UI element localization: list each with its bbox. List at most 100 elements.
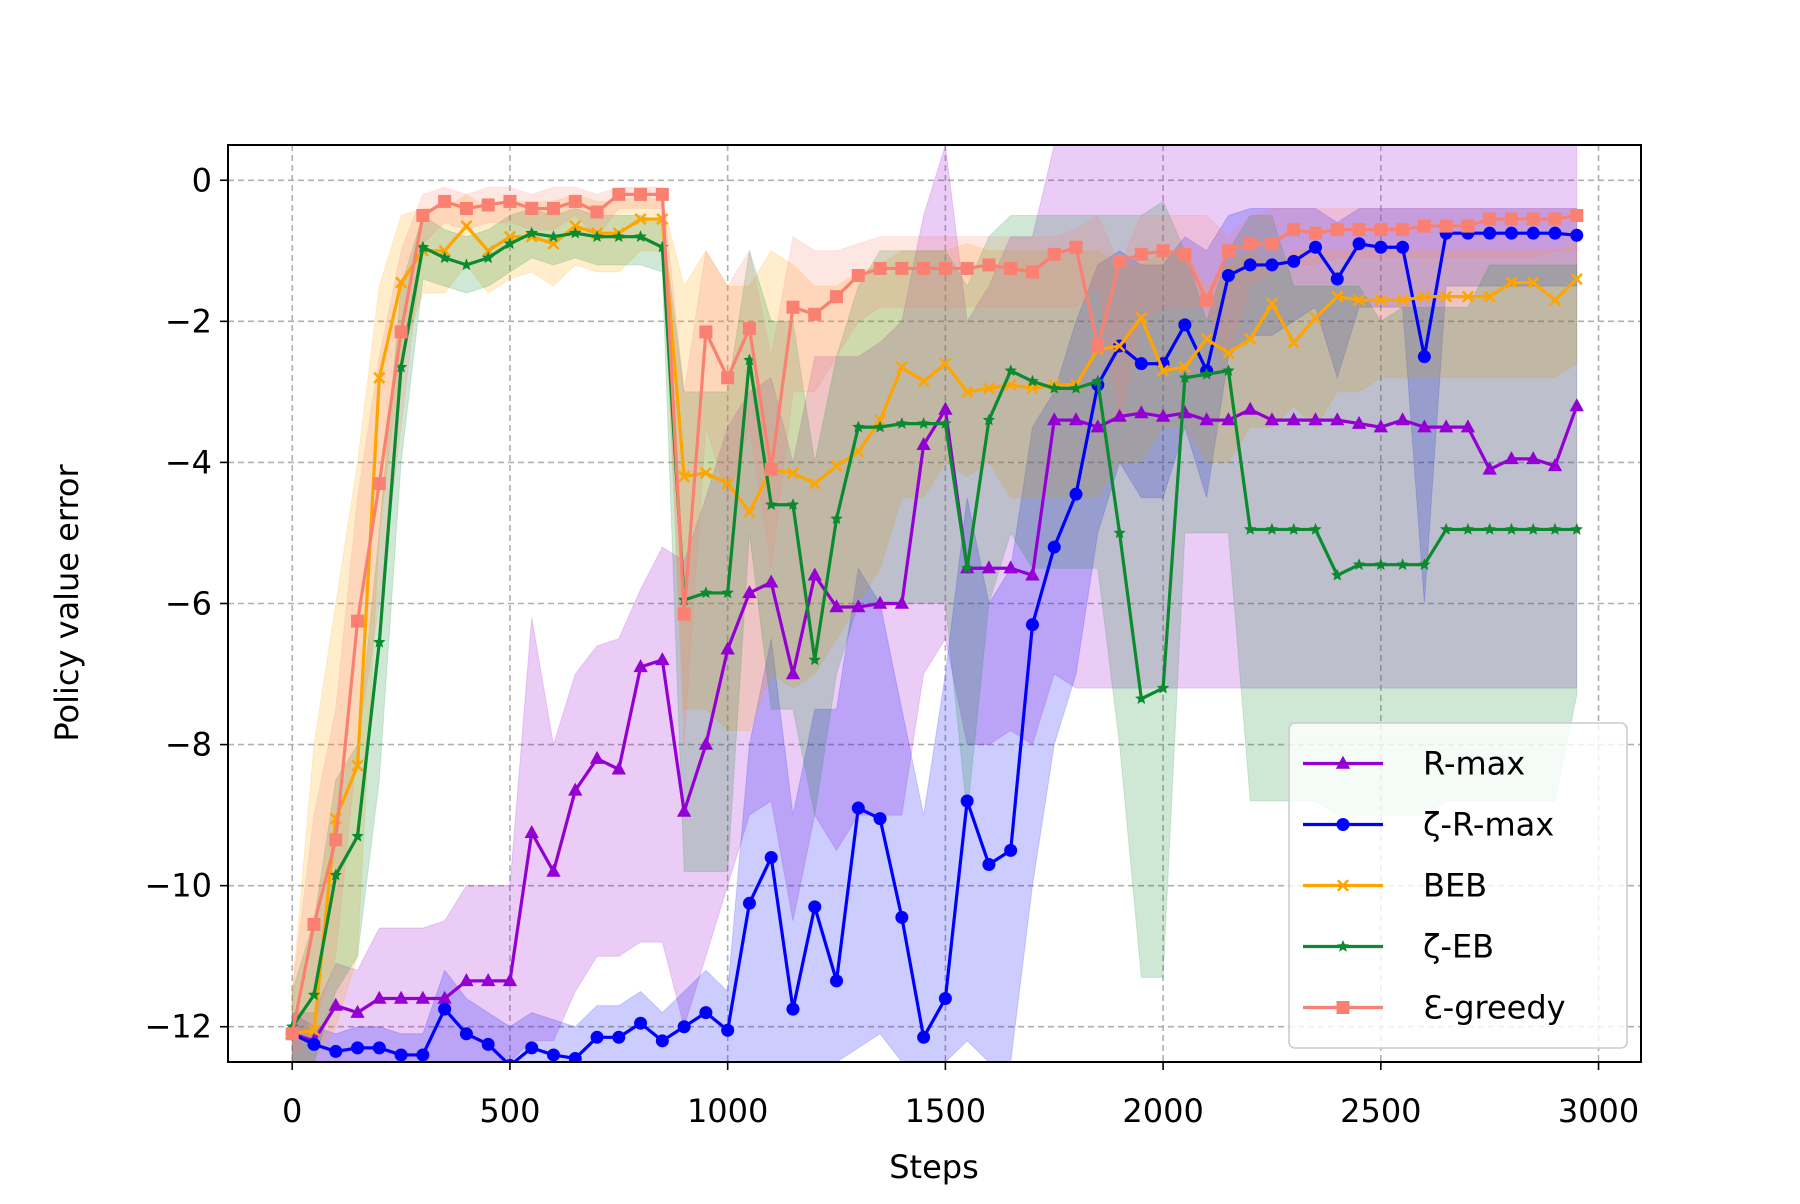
marker bbox=[1287, 223, 1301, 237]
marker bbox=[1003, 560, 1018, 574]
marker bbox=[1026, 382, 1039, 395]
y-tick-label: −8 bbox=[165, 726, 212, 764]
marker bbox=[851, 268, 865, 282]
marker bbox=[307, 1037, 321, 1051]
marker bbox=[655, 652, 670, 666]
marker bbox=[1396, 294, 1409, 307]
marker bbox=[982, 413, 996, 426]
marker bbox=[960, 561, 974, 574]
marker bbox=[1243, 237, 1257, 251]
marker bbox=[1330, 223, 1344, 237]
marker bbox=[1417, 219, 1431, 233]
marker bbox=[1113, 254, 1127, 268]
marker bbox=[1483, 212, 1497, 226]
marker bbox=[1526, 451, 1541, 465]
marker bbox=[307, 917, 321, 931]
marker bbox=[1504, 451, 1519, 465]
marker bbox=[895, 361, 908, 374]
marker bbox=[590, 230, 604, 242]
marker bbox=[1025, 618, 1039, 632]
marker bbox=[569, 226, 582, 239]
marker bbox=[873, 420, 887, 433]
marker bbox=[1265, 237, 1279, 251]
marker bbox=[1068, 412, 1084, 426]
marker bbox=[1396, 240, 1410, 254]
marker bbox=[1112, 408, 1127, 422]
marker bbox=[873, 812, 887, 826]
marker bbox=[372, 990, 387, 1004]
marker bbox=[830, 512, 843, 525]
marker bbox=[742, 896, 756, 910]
marker bbox=[481, 251, 495, 264]
marker bbox=[982, 857, 996, 871]
marker bbox=[416, 240, 430, 253]
marker bbox=[1309, 240, 1323, 254]
marker bbox=[1047, 540, 1061, 554]
marker bbox=[394, 360, 408, 373]
marker bbox=[1309, 311, 1322, 324]
band bbox=[291, 207, 1578, 1062]
marker bbox=[459, 201, 473, 215]
marker bbox=[1374, 294, 1387, 307]
marker bbox=[1330, 272, 1344, 286]
marker bbox=[1336, 879, 1350, 892]
marker bbox=[1569, 398, 1584, 412]
marker bbox=[873, 261, 887, 275]
marker bbox=[1438, 419, 1454, 433]
marker bbox=[546, 1048, 560, 1062]
marker bbox=[721, 1023, 735, 1037]
marker bbox=[939, 417, 952, 429]
marker bbox=[1570, 272, 1583, 286]
marker bbox=[1221, 412, 1236, 426]
marker bbox=[917, 417, 930, 429]
marker bbox=[699, 325, 713, 339]
marker bbox=[611, 761, 626, 775]
marker bbox=[960, 794, 974, 808]
marker bbox=[1374, 240, 1388, 254]
marker bbox=[1221, 268, 1235, 282]
marker bbox=[1091, 339, 1105, 353]
marker bbox=[1309, 226, 1323, 240]
marker bbox=[982, 382, 996, 395]
marker bbox=[612, 187, 626, 201]
marker bbox=[1221, 244, 1235, 258]
marker bbox=[851, 599, 866, 613]
marker bbox=[981, 560, 997, 574]
marker bbox=[1418, 558, 1431, 570]
marker bbox=[1373, 419, 1388, 433]
marker bbox=[939, 357, 952, 370]
marker bbox=[1440, 290, 1453, 303]
marker bbox=[633, 659, 648, 673]
marker bbox=[351, 759, 364, 772]
marker bbox=[569, 220, 582, 233]
marker bbox=[438, 244, 451, 257]
marker bbox=[1047, 412, 1062, 426]
marker bbox=[851, 801, 865, 815]
legend-label: ζ-EB bbox=[1423, 928, 1494, 966]
marker bbox=[917, 1030, 931, 1044]
marker bbox=[503, 237, 517, 250]
marker bbox=[1244, 332, 1257, 346]
marker bbox=[1335, 755, 1351, 769]
marker bbox=[1048, 381, 1061, 394]
grid bbox=[228, 145, 1641, 1062]
marker bbox=[961, 385, 974, 398]
marker bbox=[634, 187, 648, 201]
marker bbox=[634, 230, 647, 242]
marker bbox=[351, 1041, 365, 1055]
marker bbox=[612, 1030, 626, 1044]
marker bbox=[351, 829, 364, 842]
legend-label: ζ-R-max bbox=[1423, 806, 1554, 844]
marker bbox=[329, 868, 342, 881]
marker bbox=[895, 910, 909, 924]
marker bbox=[393, 990, 409, 1004]
marker bbox=[481, 1037, 495, 1051]
marker bbox=[1091, 374, 1104, 387]
legend-label: Ɛ-greedy bbox=[1423, 989, 1566, 1027]
marker bbox=[437, 990, 452, 1004]
marker bbox=[373, 635, 386, 648]
marker bbox=[1113, 339, 1126, 353]
marker bbox=[481, 198, 495, 212]
marker bbox=[547, 237, 560, 250]
